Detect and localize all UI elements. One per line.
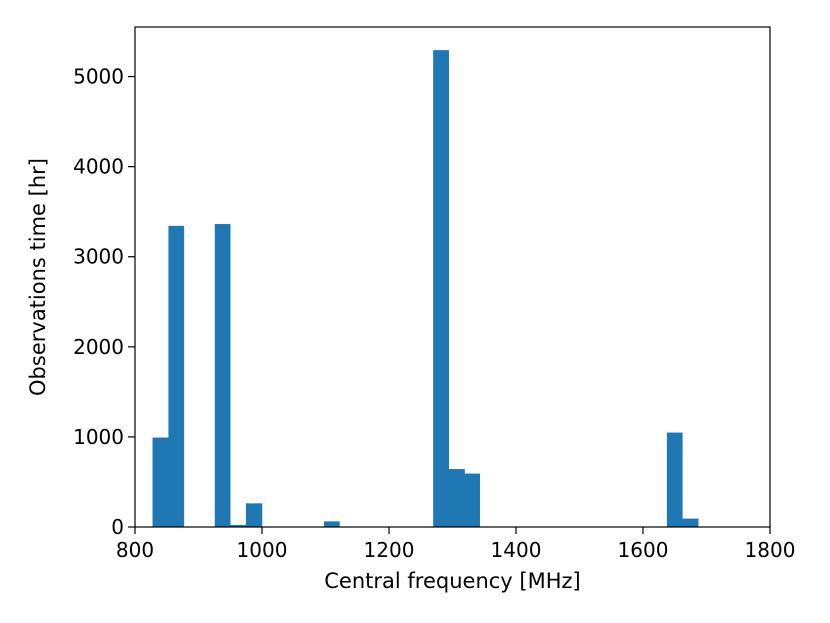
x-tick-label-1000: 1000 xyxy=(237,538,288,562)
y-tick-label-2000: 2000 xyxy=(73,335,124,359)
histogram-bar-6 xyxy=(433,50,449,528)
histogram-bar-0 xyxy=(152,437,169,528)
y-axis-label: Observations time [hr] xyxy=(26,158,50,396)
x-tick-label-800: 800 xyxy=(116,538,154,562)
bars-group xyxy=(152,50,699,528)
y-tick-label-1000: 1000 xyxy=(73,425,124,449)
y-tick-label-0: 0 xyxy=(111,515,124,539)
histogram-bar-2 xyxy=(214,224,231,528)
histogram-bar-10 xyxy=(682,518,699,528)
x-axis-label: Central frequency [MHz] xyxy=(324,569,580,593)
histogram-bar-8 xyxy=(464,473,481,528)
x-tick-label-1200: 1200 xyxy=(364,538,415,562)
histogram-bar-7 xyxy=(448,469,465,528)
x-tick-label-1600: 1600 xyxy=(618,538,669,562)
y-tick-label-5000: 5000 xyxy=(73,65,124,89)
histogram-bar-5 xyxy=(323,521,340,528)
y-tick-label-3000: 3000 xyxy=(73,245,124,269)
y-tick-label-4000: 4000 xyxy=(73,155,124,179)
x-axis-ticks: 800 1000 1200 1400 1600 1800 xyxy=(116,527,796,562)
histogram-bar-1 xyxy=(168,225,185,528)
histogram-bar-9 xyxy=(666,432,683,528)
x-tick-label-1800: 1800 xyxy=(745,538,796,562)
histogram-bar-4 xyxy=(245,503,263,528)
y-axis-ticks: 0 1000 2000 3000 4000 5000 xyxy=(73,65,135,539)
x-tick-label-1400: 1400 xyxy=(491,538,542,562)
plot-frame xyxy=(134,26,771,528)
